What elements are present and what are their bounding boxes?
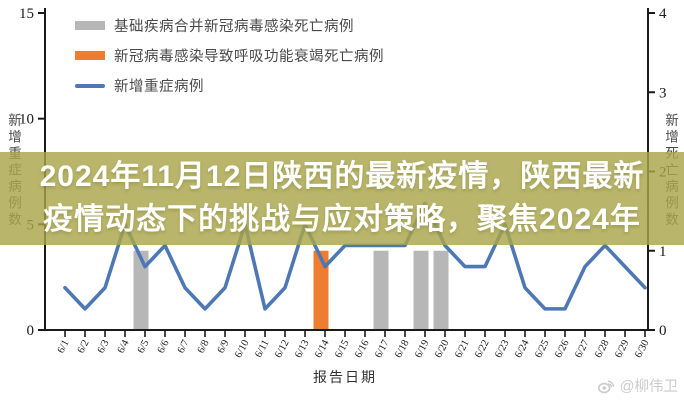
severe-cases-line xyxy=(63,201,647,311)
x-tick-label: 6/10 xyxy=(233,338,251,360)
x-tick-label: 6/9 xyxy=(216,338,232,355)
legend-label: 新冠病毒感染导致呼吸功能衰竭死亡病例 xyxy=(114,49,384,65)
x-tick-label: 6/28 xyxy=(593,338,611,360)
right-tick-label: 0 xyxy=(659,323,667,339)
death-bar xyxy=(133,250,149,330)
x-tick-label: 6/4 xyxy=(116,338,132,356)
x-tick-label: 6/2 xyxy=(76,338,92,355)
x-tick-label: 6/23 xyxy=(493,338,511,360)
x-tick-label: 6/16 xyxy=(353,338,371,360)
x-tick-label: 6/8 xyxy=(196,338,212,355)
x-tick-label: 6/1 xyxy=(56,338,72,355)
x-tick-label: 6/27 xyxy=(573,338,591,360)
x-tick-label: 6/21 xyxy=(453,338,471,360)
x-tick-label: 6/3 xyxy=(96,338,112,355)
orange-bar-swatch-icon xyxy=(75,51,105,60)
x-tick-label: 6/13 xyxy=(293,338,311,360)
x-tick-label: 6/20 xyxy=(433,338,451,360)
x-tick-label: 6/6 xyxy=(156,338,172,355)
death-bar xyxy=(373,250,389,330)
legend-label: 基础疾病合并新冠病毒感染死亡病例 xyxy=(114,19,354,35)
gray-bar-swatch-icon xyxy=(75,21,105,30)
legend-item-new-severe-cases: 新增重症病例 xyxy=(75,75,384,96)
x-tick-label: 6/29 xyxy=(613,338,631,360)
left-tick-label: 0 xyxy=(27,323,35,339)
chart-legend: 基础疾病合并新冠病毒感染死亡病例 新冠病毒感染导致呼吸功能衰竭死亡病例 新增重症… xyxy=(75,15,384,96)
death-bar xyxy=(413,250,429,330)
x-tick-label: 6/26 xyxy=(553,338,571,360)
x-tick-label: 6/5 xyxy=(136,338,152,355)
x-tick-label: 6/18 xyxy=(393,338,411,360)
left-tick-label: 10 xyxy=(19,112,34,128)
death-bar xyxy=(313,250,329,330)
legend-item-respiratory-failure-deaths: 新冠病毒感染导致呼吸功能衰竭死亡病例 xyxy=(75,45,384,66)
right-tick-label: 3 xyxy=(659,85,667,101)
right-tick-label: 4 xyxy=(659,6,667,22)
legend-item-underlying-disease-deaths: 基础疾病合并新冠病毒感染死亡病例 xyxy=(75,15,384,36)
legend-label: 新增重症病例 xyxy=(114,79,204,95)
x-tick-label: 6/17 xyxy=(373,338,391,360)
x-tick-label: 6/11 xyxy=(253,338,271,359)
x-tick-label: 6/30 xyxy=(633,338,651,360)
x-tick-label: 6/12 xyxy=(273,338,291,360)
x-tick-label: 6/14 xyxy=(313,338,332,360)
x-tick-label: 6/25 xyxy=(533,338,551,360)
headline-line-1: 2024年11月12日陕西的最新疫情，陕西最新 xyxy=(39,160,645,193)
weibo-eye-icon xyxy=(597,380,614,393)
death-bar xyxy=(433,250,449,330)
x-tick-label: 6/7 xyxy=(176,338,192,355)
x-tick-label: 6/19 xyxy=(413,338,431,360)
x-axis-title: 报告日期 xyxy=(313,371,377,386)
blue-line-swatch-icon xyxy=(75,83,105,88)
left-tick-label: 15 xyxy=(19,6,34,22)
right-tick-label: 1 xyxy=(659,244,667,260)
headline-banner: 2024年11月12日陕西的最新疫情，陕西最新 疫情动态下的挑战与应对策略，聚焦… xyxy=(0,152,684,245)
x-tick-label: 6/24 xyxy=(513,338,532,360)
x-tick-label: 6/15 xyxy=(333,338,351,360)
x-tick-label: 6/22 xyxy=(473,338,491,360)
watermark-text: @柳伟卫 xyxy=(619,379,678,395)
headline-line-2: 疫情动态下的挑战与应对策略，聚焦2024年 xyxy=(43,203,641,236)
watermark: @柳伟卫 xyxy=(597,375,678,396)
